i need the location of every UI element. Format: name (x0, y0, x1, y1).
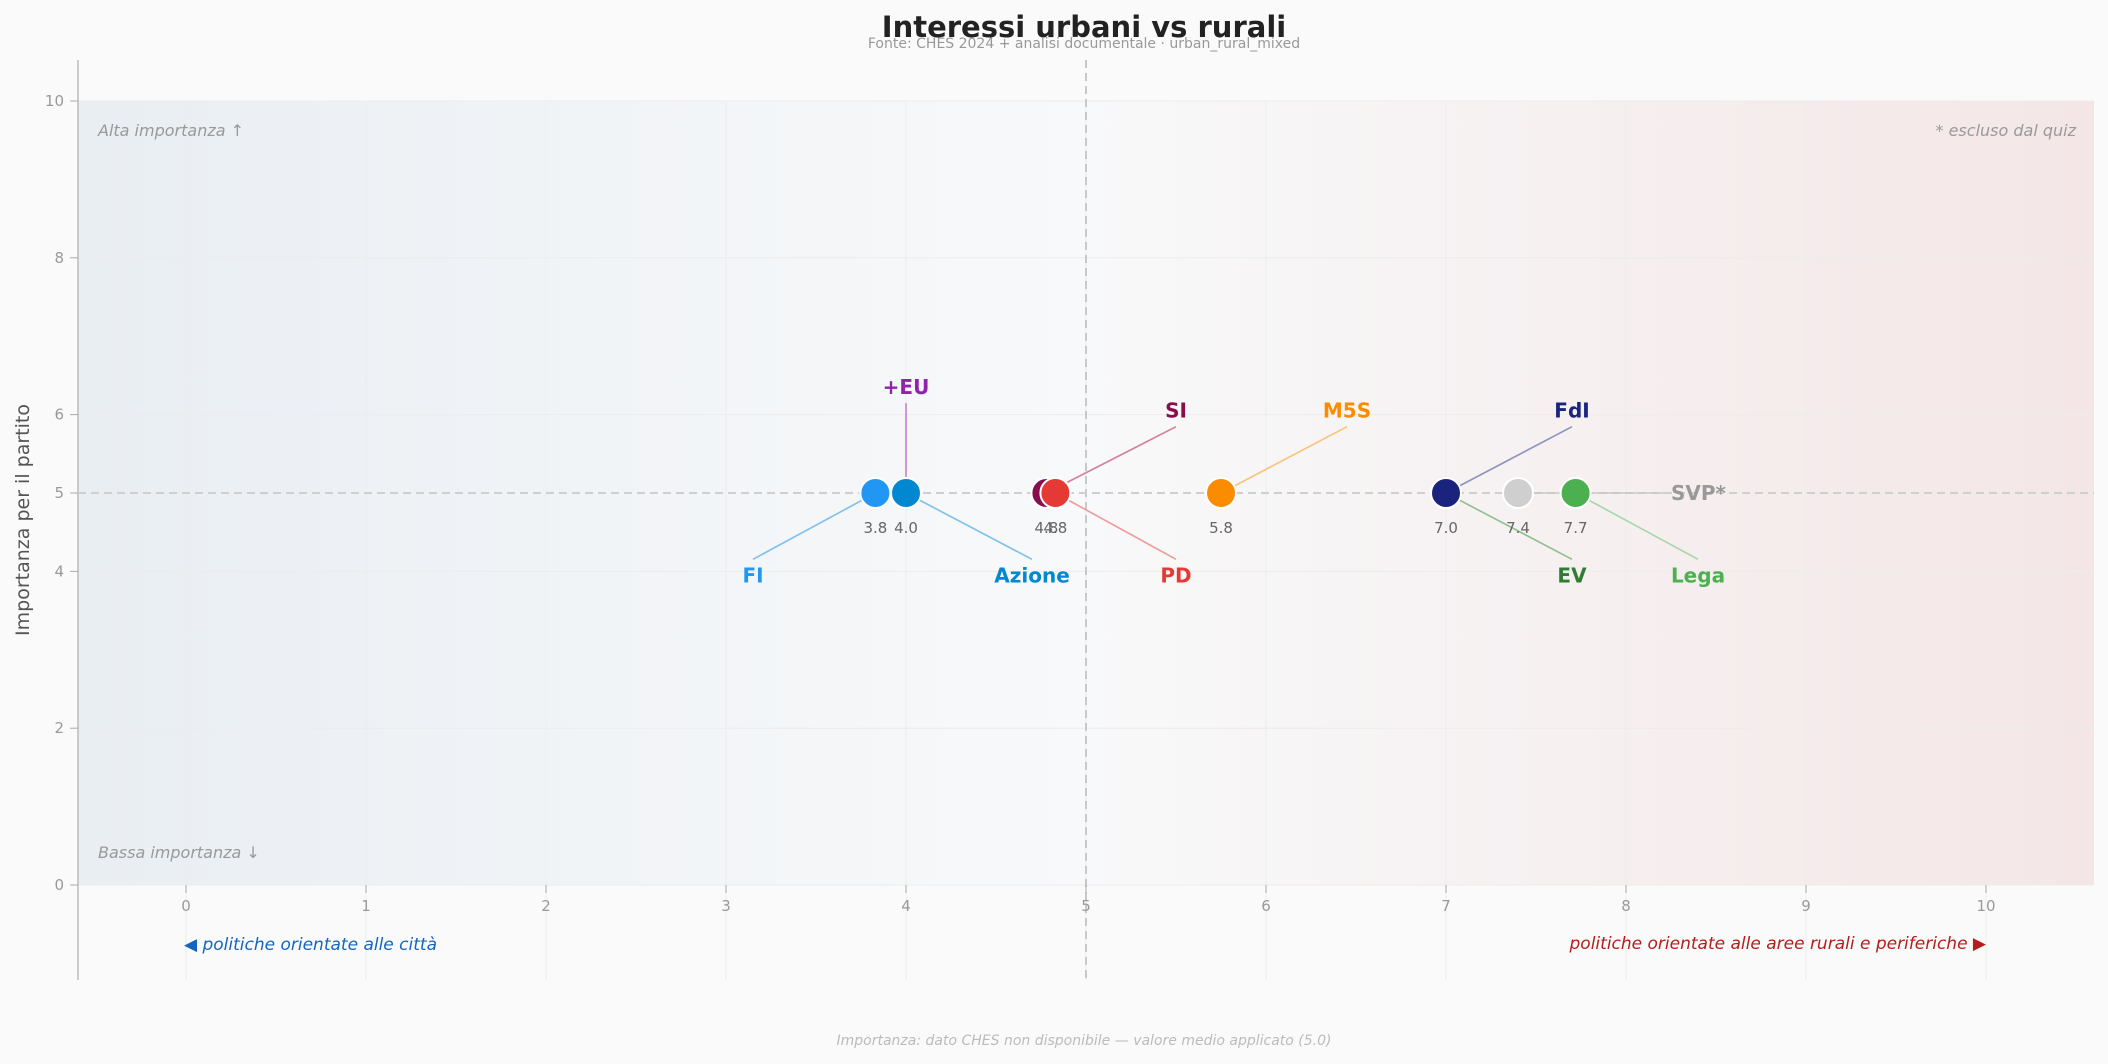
party-label-Azione: Azione (994, 563, 1070, 587)
leader-line-PD (1055, 492, 1177, 561)
x-tick-label: 2 (541, 897, 551, 915)
marker-SVP* (1502, 477, 1534, 509)
party-label-SVP*: SVP* (1671, 481, 1727, 505)
party-label-Lega: Lega (1671, 563, 1725, 587)
x-tick-label: 5 (1081, 897, 1091, 915)
corner-bottom-left: Bassa importanza ↓ (98, 843, 260, 862)
y-tick-label: 8 (54, 249, 64, 267)
party-label-EV: EV (1557, 563, 1587, 587)
ticks: 0 1 2 3 4 5 6 7 8 9 10 0 2 4 5 6 8 10 (45, 92, 1996, 915)
y-tick-label: 10 (45, 92, 64, 110)
y-tick-label: 6 (54, 406, 64, 424)
y-tick-label: 0 (54, 876, 64, 894)
leader-line-Azione (905, 492, 1033, 561)
marker-FdI (1430, 477, 1462, 509)
leader-line-M5S (1220, 425, 1348, 494)
value-label-M5S: 5.8 (1209, 519, 1233, 537)
x-tick-label: 8 (1621, 897, 1631, 915)
value-label-FI: 3.8 (863, 519, 887, 537)
party-label-+EU: +EU (883, 375, 930, 399)
footnote: Importanza: dato CHES non disponibile — … (837, 1033, 1332, 1049)
y-tick-label: 2 (54, 719, 64, 737)
marker-Azione (890, 477, 922, 509)
value-label-Lega: 7.7 (1564, 519, 1588, 537)
labels: 3.8 FI 4.0 Azione +EU 4.8 SI 4.8 PD 5.8 M5S 7.0 FdI E… (742, 375, 1726, 587)
x-tick-label: 9 (1801, 897, 1811, 915)
axes (77, 60, 2094, 980)
x-tick-label: 6 (1261, 897, 1271, 915)
value-label-Azione: 4.0 (894, 519, 918, 537)
chart-subtitle: Fonte: CHES 2024 + analisi documentale ·… (868, 36, 1300, 52)
x-tick-label: 1 (361, 897, 371, 915)
markers (859, 477, 1592, 509)
party-label-FI: FI (742, 563, 763, 587)
y-tick-label: 4 (54, 562, 64, 580)
x-left-label: ◀ politiche orientate alle città (184, 935, 437, 955)
value-label-SI: 4.8 (1034, 519, 1058, 537)
party-label-FdI: FdI (1554, 399, 1589, 423)
x-tick-label: 10 (1976, 897, 1995, 915)
chart-title: Interessi urbani vs rurali (882, 10, 1286, 44)
marker-PD (1039, 477, 1072, 509)
leader-lines (752, 403, 1699, 561)
party-label-SI: SI (1165, 399, 1187, 423)
corner-top-left: Alta importanza ↑ (97, 121, 244, 140)
corner-top-right: * escluso dal quiz (1936, 121, 2077, 140)
y-tick-label: 5 (54, 484, 64, 502)
x-tick-label: 3 (721, 897, 731, 915)
value-label-FdI: 7.0 (1434, 519, 1458, 537)
x-tick-label: 7 (1441, 897, 1451, 915)
leader-line-EV (1445, 492, 1573, 561)
leader-line-FdI (1445, 425, 1573, 494)
marker-FI (859, 477, 892, 509)
party-label-M5S: M5S (1323, 399, 1371, 423)
leader-line-Lega (1575, 492, 1699, 561)
x-tick-label: 0 (181, 897, 191, 915)
party-label-PD: PD (1160, 563, 1191, 587)
x-tick-label: 4 (901, 897, 911, 915)
value-label-PD: 4.8 (1043, 519, 1067, 537)
leader-line-SI (1046, 425, 1177, 494)
leader-line-FI (752, 492, 876, 561)
marker-M5S (1205, 477, 1237, 509)
marker-Lega (1559, 477, 1592, 509)
value-label-SVP*: 7.4 (1506, 519, 1530, 537)
x-right-label: politiche orientate alle aree rurali e p… (1569, 934, 1987, 954)
y-axis-label: Importanza per il partito (12, 404, 34, 636)
